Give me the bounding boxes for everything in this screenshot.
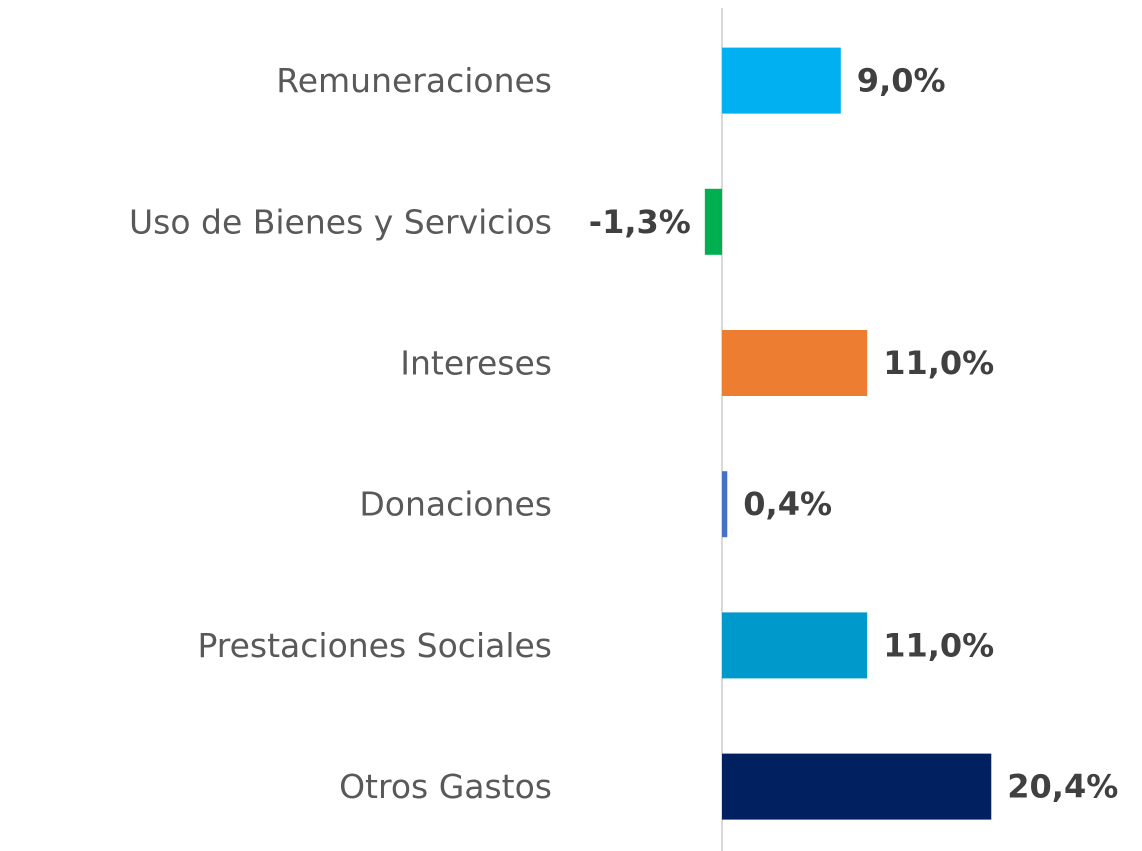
value-label: 0,4% <box>743 485 832 523</box>
value-label: 9,0% <box>857 62 946 100</box>
category-label: Donaciones <box>359 485 552 524</box>
value-label: -1,3% <box>589 203 691 241</box>
category-label: Uso de Bienes y Servicios <box>129 202 552 241</box>
value-label: 11,0% <box>883 626 994 664</box>
category-label: Intereses <box>400 344 552 383</box>
bar <box>722 471 728 538</box>
value-label: 11,0% <box>883 344 994 382</box>
bar <box>704 188 722 255</box>
bar <box>722 330 868 396</box>
bar <box>722 47 841 114</box>
category-label: Otros Gastos <box>339 767 552 806</box>
category-label: Prestaciones Sociales <box>197 626 552 665</box>
category-label: Remuneraciones <box>276 61 552 100</box>
value-label: 20,4% <box>1007 768 1118 806</box>
bar <box>722 612 868 679</box>
bar <box>722 753 992 820</box>
